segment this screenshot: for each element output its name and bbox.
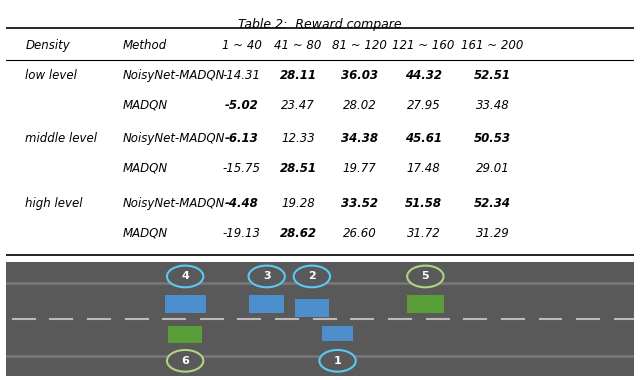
Text: 5: 5 bbox=[422, 271, 429, 282]
Text: 2: 2 bbox=[308, 271, 316, 282]
Text: 36.03: 36.03 bbox=[341, 69, 378, 82]
Bar bbox=[294, 299, 329, 318]
Text: MADQN: MADQN bbox=[122, 227, 168, 240]
Text: Method: Method bbox=[122, 39, 166, 52]
Text: 6: 6 bbox=[181, 356, 189, 366]
Bar bbox=[322, 326, 353, 341]
Text: 121 ~ 160: 121 ~ 160 bbox=[392, 39, 454, 52]
Text: 29.01: 29.01 bbox=[476, 162, 509, 175]
Text: -19.13: -19.13 bbox=[223, 227, 260, 240]
Text: 19.28: 19.28 bbox=[281, 197, 315, 210]
Text: Density: Density bbox=[25, 39, 70, 52]
Text: 28.02: 28.02 bbox=[342, 99, 376, 112]
Text: 52.51: 52.51 bbox=[474, 69, 511, 82]
Text: 28.51: 28.51 bbox=[280, 162, 317, 175]
Ellipse shape bbox=[407, 266, 444, 287]
Text: 81 ~ 120: 81 ~ 120 bbox=[332, 39, 387, 52]
Bar bbox=[406, 295, 444, 313]
Bar bbox=[168, 326, 202, 343]
Ellipse shape bbox=[319, 350, 356, 372]
Bar bbox=[250, 295, 284, 313]
Text: -15.75: -15.75 bbox=[223, 162, 260, 175]
Text: -6.13: -6.13 bbox=[225, 131, 259, 144]
Text: 26.60: 26.60 bbox=[342, 227, 376, 240]
Text: NoisyNet-MADQN: NoisyNet-MADQN bbox=[122, 69, 225, 82]
Text: 52.34: 52.34 bbox=[474, 197, 511, 210]
Text: NoisyNet-MADQN: NoisyNet-MADQN bbox=[122, 197, 225, 210]
Text: 33.48: 33.48 bbox=[476, 99, 509, 112]
Text: 34.38: 34.38 bbox=[341, 131, 378, 144]
Text: 41 ~ 80: 41 ~ 80 bbox=[275, 39, 322, 52]
Text: 4: 4 bbox=[181, 271, 189, 282]
Text: 19.77: 19.77 bbox=[342, 162, 376, 175]
Text: -5.02: -5.02 bbox=[225, 99, 259, 112]
Text: 3: 3 bbox=[263, 271, 271, 282]
Text: 51.58: 51.58 bbox=[405, 197, 442, 210]
Text: MADQN: MADQN bbox=[122, 99, 168, 112]
Text: 31.29: 31.29 bbox=[476, 227, 509, 240]
Text: 1: 1 bbox=[333, 356, 341, 366]
Text: 28.11: 28.11 bbox=[280, 69, 317, 82]
Text: MADQN: MADQN bbox=[122, 162, 168, 175]
Text: 27.95: 27.95 bbox=[406, 99, 440, 112]
Text: 44.32: 44.32 bbox=[405, 69, 442, 82]
Text: -14.31: -14.31 bbox=[223, 69, 260, 82]
Text: 17.48: 17.48 bbox=[406, 162, 440, 175]
Text: low level: low level bbox=[25, 69, 77, 82]
Text: 12.33: 12.33 bbox=[281, 131, 315, 144]
Text: 31.72: 31.72 bbox=[406, 227, 440, 240]
Text: Table 2:  Reward compare: Table 2: Reward compare bbox=[238, 18, 402, 31]
Ellipse shape bbox=[167, 266, 204, 287]
Text: NoisyNet-MADQN: NoisyNet-MADQN bbox=[122, 131, 225, 144]
Text: middle level: middle level bbox=[25, 131, 97, 144]
Bar bbox=[164, 295, 205, 313]
Text: -4.48: -4.48 bbox=[225, 197, 259, 210]
Text: 50.53: 50.53 bbox=[474, 131, 511, 144]
Ellipse shape bbox=[248, 266, 285, 287]
Ellipse shape bbox=[294, 266, 330, 287]
Text: high level: high level bbox=[25, 197, 83, 210]
Text: 45.61: 45.61 bbox=[405, 131, 442, 144]
Ellipse shape bbox=[167, 350, 204, 372]
Text: 28.62: 28.62 bbox=[280, 227, 317, 240]
Text: 161 ~ 200: 161 ~ 200 bbox=[461, 39, 524, 52]
Text: 33.52: 33.52 bbox=[341, 197, 378, 210]
Text: 1 ~ 40: 1 ~ 40 bbox=[221, 39, 262, 52]
Text: 23.47: 23.47 bbox=[281, 99, 315, 112]
